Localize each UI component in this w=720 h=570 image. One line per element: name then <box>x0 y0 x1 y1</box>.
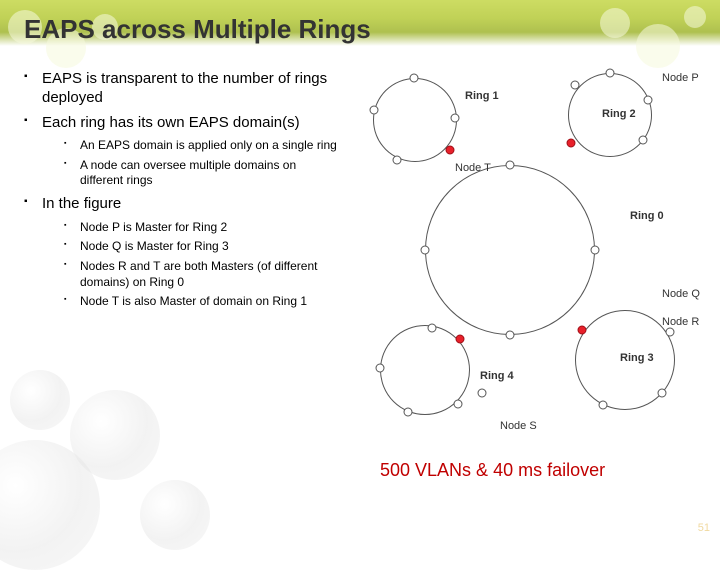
ring-label: Ring 4 <box>480 370 514 382</box>
ring-node <box>658 389 667 398</box>
node-label: Node S <box>500 420 537 432</box>
slide-title: EAPS across Multiple Rings <box>24 14 371 45</box>
ring-node <box>404 408 413 417</box>
ring-node <box>376 364 385 373</box>
ring-label: Ring 1 <box>465 90 499 102</box>
sub-bullet-item: An EAPS domain is applied only on a sing… <box>42 138 340 154</box>
ring-node <box>370 106 379 115</box>
node-label: Node P <box>662 72 699 84</box>
ring-node <box>591 246 600 255</box>
ring-node <box>421 246 430 255</box>
ring-node <box>606 69 615 78</box>
ring-node <box>639 136 648 145</box>
ring-node <box>454 400 463 409</box>
ring-0 <box>425 165 595 335</box>
ring-node <box>644 96 653 105</box>
ring-1 <box>373 78 457 162</box>
sub-bullet-item: Node Q is Master for Ring 3 <box>42 239 340 255</box>
ring-node <box>571 81 580 90</box>
sub-bullet-item: Nodes R and T are both Masters (of diffe… <box>42 259 340 290</box>
ring-label: Ring 3 <box>620 352 654 364</box>
ring-node <box>599 401 608 410</box>
node-t <box>446 146 455 155</box>
node-s <box>478 389 487 398</box>
bullet-content: EAPS is transparent to the number of rin… <box>20 70 340 316</box>
node-p <box>567 139 576 148</box>
ring-label: Ring 0 <box>630 210 664 222</box>
ring-node <box>666 328 675 337</box>
bullet-item: EAPS is transparent to the number of rin… <box>20 70 340 108</box>
node-label: Node Q <box>662 288 700 300</box>
bullet-text: Each ring has its own EAPS domain(s) <box>42 114 300 131</box>
ring-node <box>451 114 460 123</box>
bullet-item: In the figure Node P is Master for Ring … <box>20 195 340 310</box>
bullet-item: Each ring has its own EAPS domain(s) An … <box>20 114 340 190</box>
rings-figure: Ring 0 Ring 1 Ring 2 Ring 3 Ring 4 Node … <box>350 70 710 440</box>
ring-node <box>506 331 515 340</box>
node-r <box>456 335 465 344</box>
bullet-text: In the figure <box>42 195 121 212</box>
sub-bullet-item: A node can oversee multiple domains on d… <box>42 158 340 189</box>
ring-node <box>506 161 515 170</box>
node-q <box>578 326 587 335</box>
ring-node <box>393 156 402 165</box>
node-label: Node R <box>662 316 699 328</box>
ring-node <box>428 324 437 333</box>
caption: 500 VLANs & 40 ms failover <box>380 460 605 481</box>
ring-node <box>410 74 419 83</box>
bg-decor <box>0 320 260 540</box>
node-label: Node T <box>455 162 491 174</box>
sub-bullet-item: Node T is also Master of domain on Ring … <box>42 294 340 310</box>
ring-label: Ring 2 <box>602 108 636 120</box>
slide-number: 51 <box>698 522 710 534</box>
sub-bullet-item: Node P is Master for Ring 2 <box>42 220 340 236</box>
